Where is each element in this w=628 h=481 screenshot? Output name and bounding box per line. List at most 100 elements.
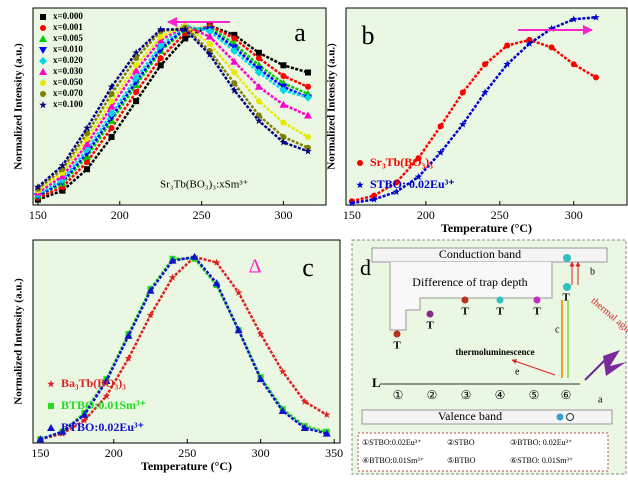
legend-marker: [356, 181, 364, 189]
marker: [182, 35, 189, 42]
marker: [256, 375, 265, 383]
legend-marker: [40, 14, 46, 20]
series-line: [37, 24, 309, 199]
marker: [280, 133, 287, 140]
trap-label: T: [426, 320, 434, 332]
plot-area: [32, 7, 327, 206]
marker: [459, 120, 467, 128]
level-marks: ① ② ③ ④ ⑤ ⑥: [393, 388, 572, 402]
marker: [107, 82, 116, 91]
marker: [181, 25, 190, 33]
marker: [124, 331, 133, 339]
arrow-label: a: [598, 394, 603, 405]
marker: [255, 49, 262, 56]
legend-label: BTBO:0.01Sm³⁺: [61, 398, 146, 412]
marker: [157, 33, 164, 40]
trap-label: T: [496, 306, 504, 318]
x-tick-label: 300: [252, 446, 270, 460]
x-tick-label: 200: [417, 208, 435, 222]
marker: [256, 329, 265, 338]
arrow-label: c: [555, 324, 560, 335]
marker: [212, 258, 221, 266]
marker: [36, 435, 45, 443]
trap-label: T: [393, 340, 401, 352]
trap-label: T: [461, 306, 469, 318]
legend-label: Sr₃Tb(BO₃)₃: [370, 155, 433, 169]
marker: [304, 69, 311, 76]
marker: [59, 187, 66, 194]
legend-label: STBO: 0.02Eu³⁺: [370, 177, 455, 191]
marker: [234, 288, 243, 296]
marker: [156, 41, 165, 50]
series-line: [37, 26, 309, 198]
x-axis-label: Temperature (°C): [441, 221, 532, 235]
marker: [231, 31, 238, 38]
marker: [547, 24, 556, 32]
lightning: [603, 350, 626, 376]
marker: [255, 55, 262, 62]
legend-marker: [47, 380, 55, 388]
level-label: L: [372, 375, 381, 390]
band-electron: [563, 254, 571, 262]
y-axis-label: Normalized Intensity (a.u.): [13, 278, 25, 405]
marker: [206, 40, 213, 47]
trap-label: T: [562, 292, 570, 304]
arrow-label: e: [515, 366, 520, 377]
marker: [348, 199, 356, 207]
marker: [280, 73, 287, 80]
level-number: ③: [461, 388, 472, 402]
marker: [107, 114, 116, 122]
legend-marker: [39, 35, 47, 42]
series-line: [351, 38, 597, 203]
marker: [254, 82, 263, 90]
x-tick-label: 200: [111, 208, 129, 222]
x-axis-label: Temperature (°C): [141, 459, 232, 473]
marker: [503, 60, 512, 68]
legend-label: x=0.020: [53, 55, 83, 65]
marker: [205, 32, 214, 40]
marker: [212, 279, 221, 287]
panel-label: b: [362, 21, 375, 50]
marker: [80, 410, 89, 418]
marker: [392, 187, 401, 196]
marker: [414, 172, 423, 181]
marker: [146, 286, 155, 294]
legend-marker: [39, 47, 47, 54]
marker: [304, 147, 312, 155]
x-tick-label: 250: [491, 208, 509, 222]
level-number: ⑥: [561, 388, 572, 402]
series-line: [351, 16, 597, 205]
conduction-band-label: Conduction band: [439, 247, 521, 261]
trap-electron: [563, 283, 571, 291]
marker: [108, 90, 115, 97]
marker: [132, 48, 140, 57]
x-tick-label: 150: [343, 208, 361, 222]
marker: [254, 68, 263, 77]
trap-electron: [426, 310, 434, 318]
series-line: [37, 24, 309, 201]
panel-label: a: [294, 18, 306, 47]
legend-label: x=0.070: [53, 88, 83, 98]
marker: [58, 161, 67, 169]
trap-electron: [461, 296, 469, 304]
legend-entry: ⑤BTBO: [447, 456, 476, 465]
x-tick-label: 200: [105, 446, 123, 460]
series-line: [37, 28, 309, 189]
legend-entry: ④BTBO:0.01Sm³⁺: [362, 456, 424, 465]
marker: [280, 62, 287, 69]
legend-marker: [357, 160, 363, 166]
marker: [84, 135, 91, 142]
marker: [437, 123, 444, 130]
panel-label: d: [360, 255, 371, 280]
marker: [84, 166, 91, 173]
marker: [569, 15, 578, 23]
legend-label: x=0.005: [53, 33, 83, 43]
trap-electron: [393, 330, 401, 338]
legend-marker: [39, 57, 47, 65]
panel-label: c: [302, 253, 314, 282]
marker: [303, 93, 312, 102]
x-tick-label: 250: [178, 446, 196, 460]
marker: [279, 138, 288, 146]
trap-label: T: [533, 306, 541, 318]
